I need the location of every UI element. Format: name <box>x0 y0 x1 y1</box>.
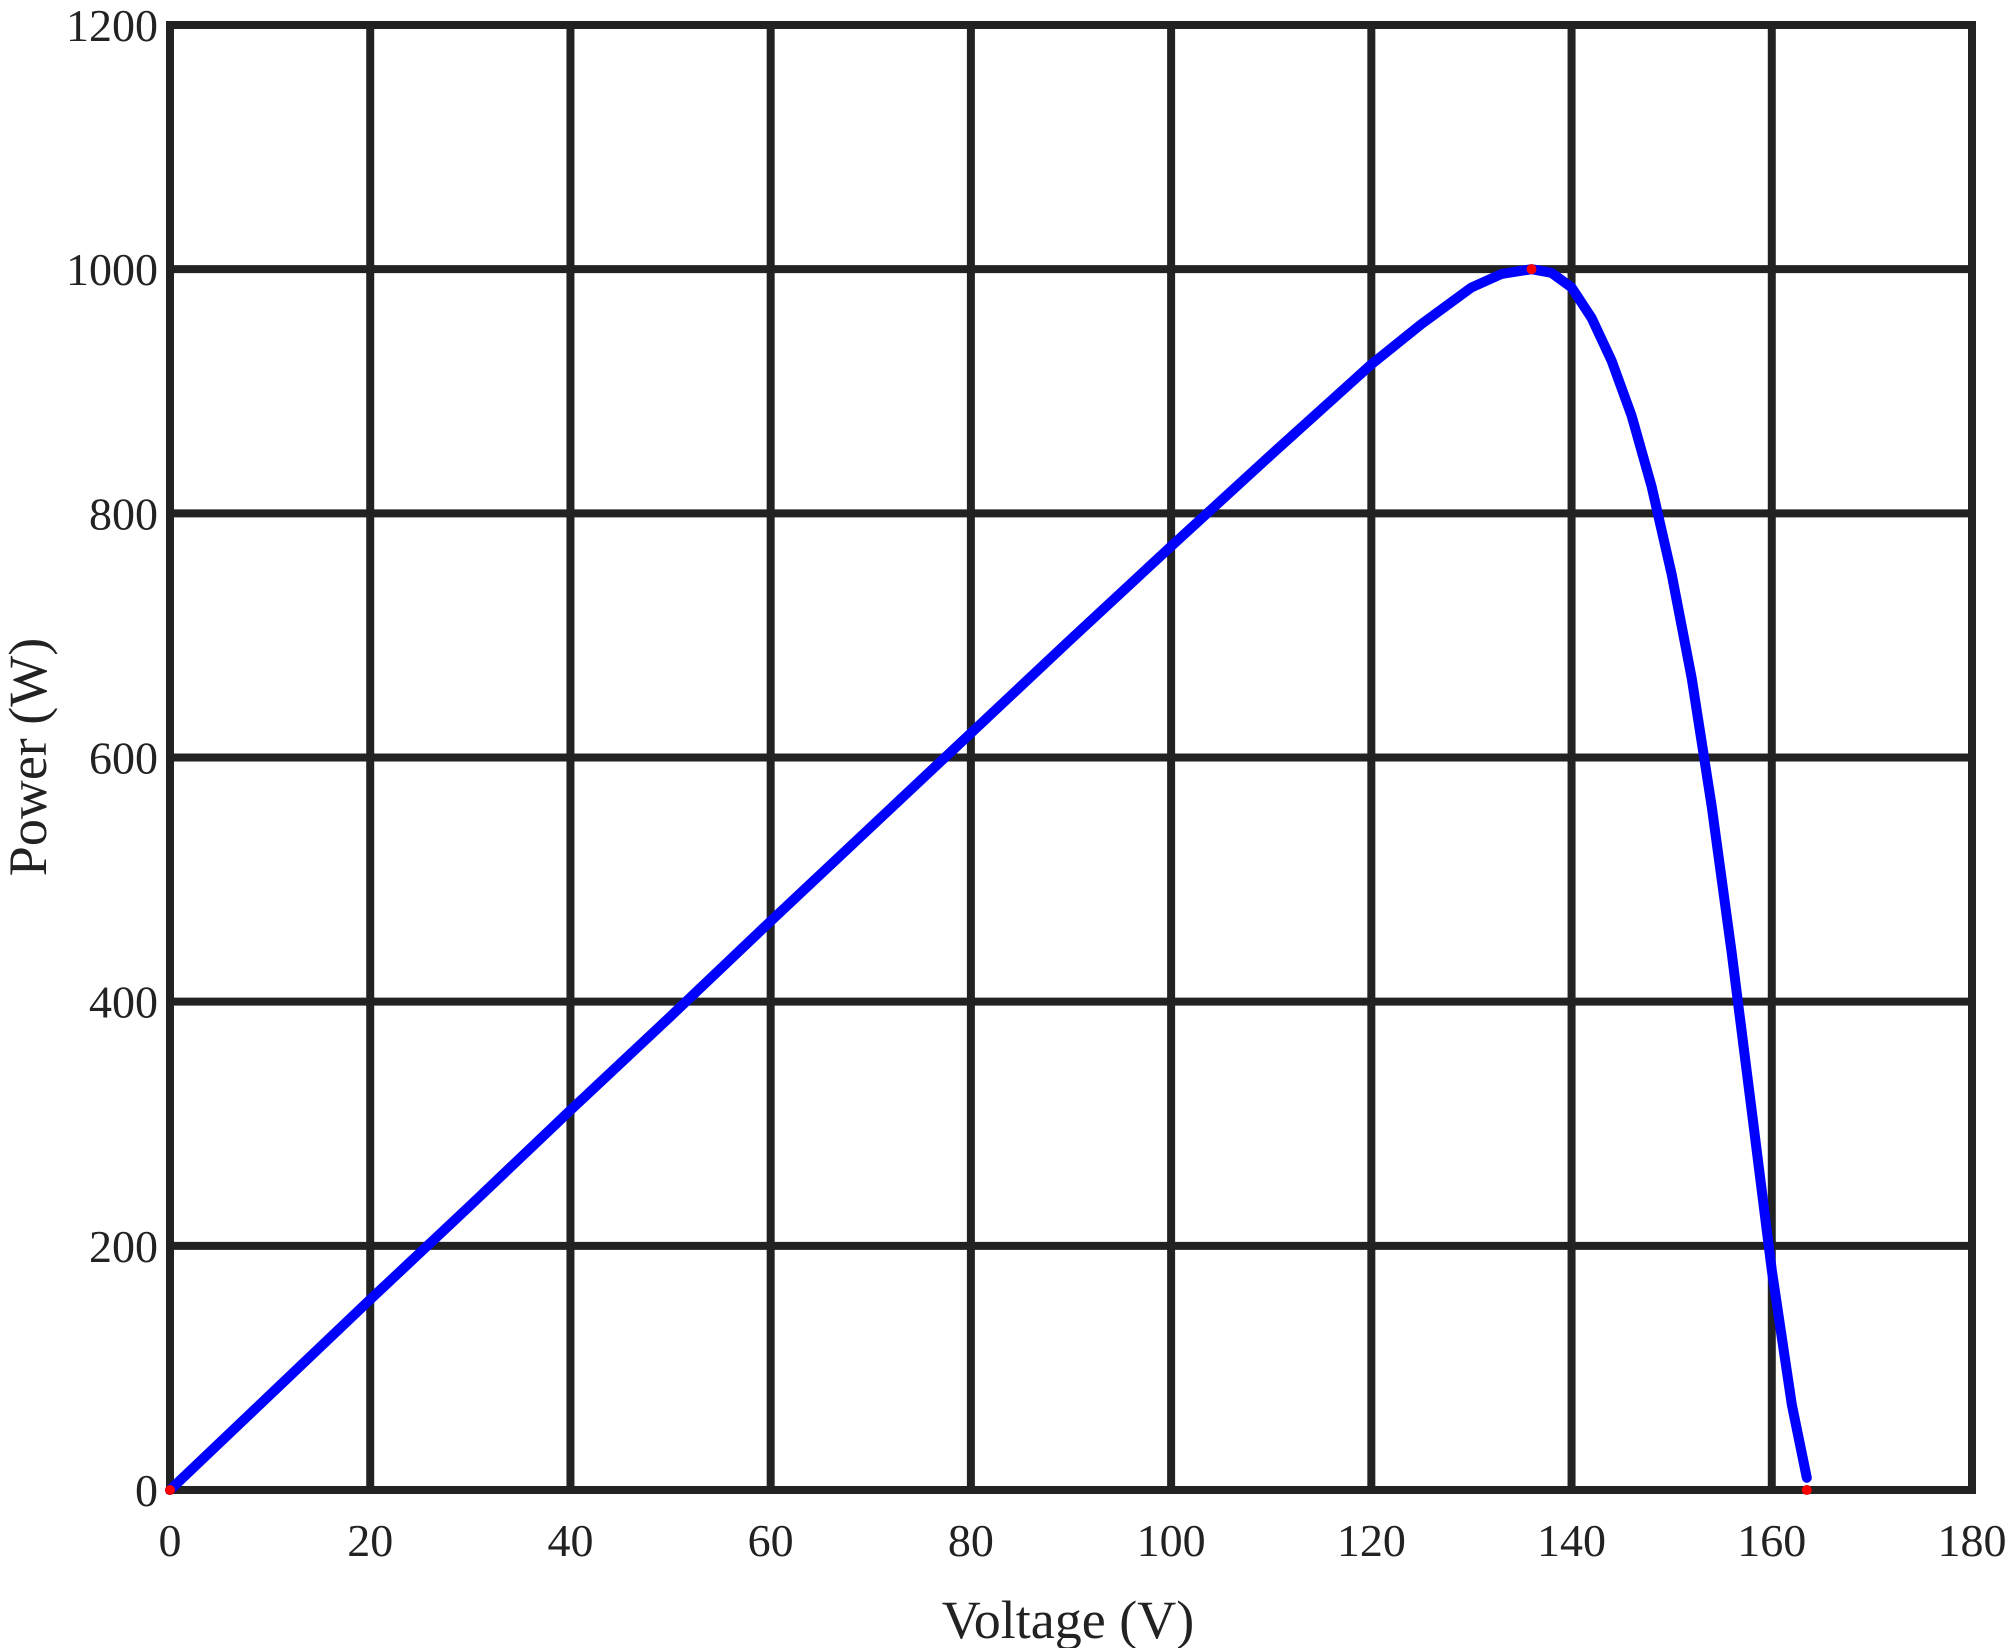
series-0-point-11 <box>1271 454 1272 455</box>
x-tick-label-2: 40 <box>547 1515 593 1566</box>
y-axis-label: Power (W) <box>0 638 58 876</box>
x-tick-label-1: 20 <box>347 1515 393 1566</box>
plot-border <box>166 21 1976 1494</box>
y-tick-label-3: 600 <box>89 733 158 784</box>
series-0-point-23 <box>1671 574 1672 575</box>
series-0-point-27 <box>1751 1111 1752 1112</box>
x-tick-label-5: 100 <box>1137 1515 1206 1566</box>
y-tick-label-6: 1200 <box>66 0 158 51</box>
series-0-point-28 <box>1771 1270 1772 1271</box>
series-0-point-13 <box>1421 324 1422 325</box>
series-0-point-18 <box>1571 287 1572 288</box>
series-0-point-3 <box>470 1205 471 1206</box>
plot-frame <box>166 21 1976 1494</box>
x-axis-label: Voltage (V) <box>942 1590 1194 1648</box>
marker-point-2 <box>1801 1485 1812 1495</box>
x-tick-label-7: 140 <box>1537 1515 1606 1566</box>
series-0-point-6 <box>770 921 771 922</box>
series-0-point-21 <box>1631 415 1632 416</box>
y-tick-label-4: 800 <box>89 488 158 539</box>
y-tick-label-0: 0 <box>135 1465 158 1516</box>
y-tick-labels: 0 200 400 600 800 1000 1200 <box>66 0 158 1516</box>
series-0-point-14 <box>1471 287 1472 288</box>
y-tick-label-1: 200 <box>89 1221 158 1272</box>
series-0-point-19 <box>1591 318 1592 319</box>
series-0-point-10 <box>1171 546 1172 547</box>
x-tick-label-9: 180 <box>1938 1515 2007 1566</box>
series-0-point-2 <box>370 1299 371 1300</box>
series-group <box>165 264 1812 1495</box>
series-0-point-26 <box>1731 952 1732 953</box>
series-0-point-17 <box>1551 272 1552 273</box>
series-0-point-5 <box>670 1016 671 1017</box>
x-tick-label-6: 120 <box>1337 1515 1406 1566</box>
x-tick-label-4: 80 <box>948 1515 994 1566</box>
series-0-point-30 <box>1806 1477 1807 1478</box>
series-0-point-29 <box>1791 1404 1792 1405</box>
x-tick-labels: 0 20 40 60 80 100 120 140 160 180 <box>159 1515 2007 1566</box>
y-tick-label-2: 400 <box>89 977 158 1028</box>
series-0-point-7 <box>870 827 871 828</box>
x-tick-label-8: 160 <box>1737 1515 1806 1566</box>
series-line-0 <box>165 264 1812 1495</box>
marker-group <box>165 264 1812 1495</box>
marker-point-1 <box>1526 264 1537 275</box>
series-0-point-12 <box>1371 364 1372 365</box>
series-0-point-9 <box>1071 639 1072 640</box>
series-0-point-25 <box>1711 806 1712 807</box>
y-tick-label-5: 1000 <box>66 244 158 295</box>
series-0-point-15 <box>1501 274 1502 275</box>
series-0-point-8 <box>970 733 971 734</box>
series-0-point-4 <box>570 1110 571 1111</box>
series-0-point-22 <box>1651 486 1652 487</box>
x-tick-label-0: 0 <box>159 1515 182 1566</box>
marker-point-0 <box>165 1485 175 1495</box>
x-tick-label-3: 60 <box>748 1515 794 1566</box>
series-0-point-24 <box>1691 678 1692 679</box>
series-0-point-1 <box>270 1394 271 1395</box>
series-0-point-20 <box>1611 360 1612 361</box>
